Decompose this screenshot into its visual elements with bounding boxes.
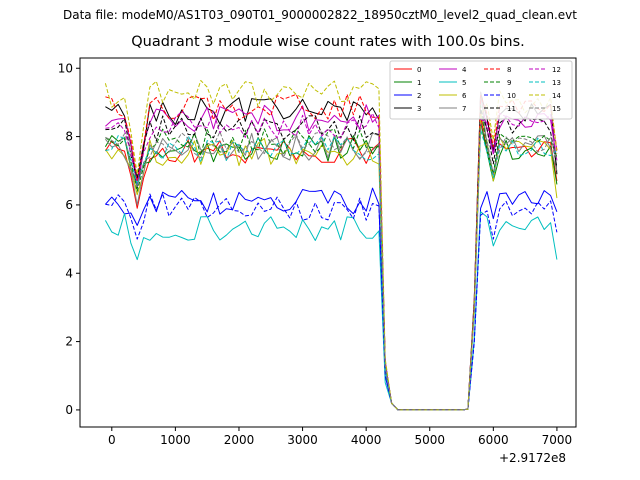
- x-tick-label: 5000: [414, 433, 445, 447]
- figure-suptitle: Data file: modeM0/AS1T03_090T01_90000028…: [63, 8, 577, 22]
- chart-title: Quadrant 3 module wise count rates with …: [131, 34, 525, 50]
- axes-frame: [79, 57, 577, 428]
- series-line-1: [104, 122, 558, 411]
- legend-label-4: 4: [462, 66, 467, 74]
- y-tick-label: 10: [58, 61, 73, 75]
- legend-label-0: 0: [417, 66, 421, 74]
- legend-label-13: 13: [552, 79, 561, 87]
- x-tick-label: 1000: [160, 433, 191, 447]
- legend-label-1: 1: [417, 79, 421, 87]
- legend-label-10: 10: [507, 92, 516, 100]
- y-tick-label: 0: [65, 403, 73, 417]
- x-tick-label: 2000: [224, 433, 255, 447]
- legend-label-11: 11: [507, 105, 516, 113]
- x-offset-label: +2.9172e8: [499, 451, 567, 465]
- legend-box: [389, 60, 573, 120]
- series-line-13: [105, 129, 558, 411]
- y-tick-label: 2: [65, 335, 73, 349]
- series-line-12: [105, 110, 558, 411]
- legend-label-2: 2: [417, 92, 421, 100]
- series-line-14: [104, 80, 558, 411]
- series-group: [104, 80, 558, 411]
- x-tick-label: 6000: [478, 433, 509, 447]
- y-tick-label: 6: [65, 198, 73, 212]
- series-line-15: [105, 125, 558, 411]
- legend-label-7: 7: [462, 105, 466, 113]
- x-tick-label: 3000: [287, 433, 318, 447]
- series-line-5: [104, 211, 558, 411]
- x-tick-label: 0: [108, 433, 116, 447]
- legend-label-5: 5: [462, 79, 466, 87]
- legend-label-8: 8: [507, 66, 511, 74]
- series-line-2: [105, 187, 558, 411]
- legend-label-15: 15: [552, 105, 561, 113]
- series-line-10: [105, 193, 558, 411]
- legend-label-14: 14: [552, 92, 561, 100]
- legend-label-12: 12: [552, 66, 561, 74]
- plot-layer: [104, 80, 558, 411]
- y-tick-label: 8: [65, 130, 73, 144]
- legend-label-6: 6: [462, 92, 467, 100]
- y-tick-label: 4: [65, 266, 73, 280]
- x-tick-label: 7000: [542, 433, 573, 447]
- legend-label-3: 3: [417, 105, 421, 113]
- x-tick-label: 4000: [351, 433, 382, 447]
- legend-label-9: 9: [507, 79, 511, 87]
